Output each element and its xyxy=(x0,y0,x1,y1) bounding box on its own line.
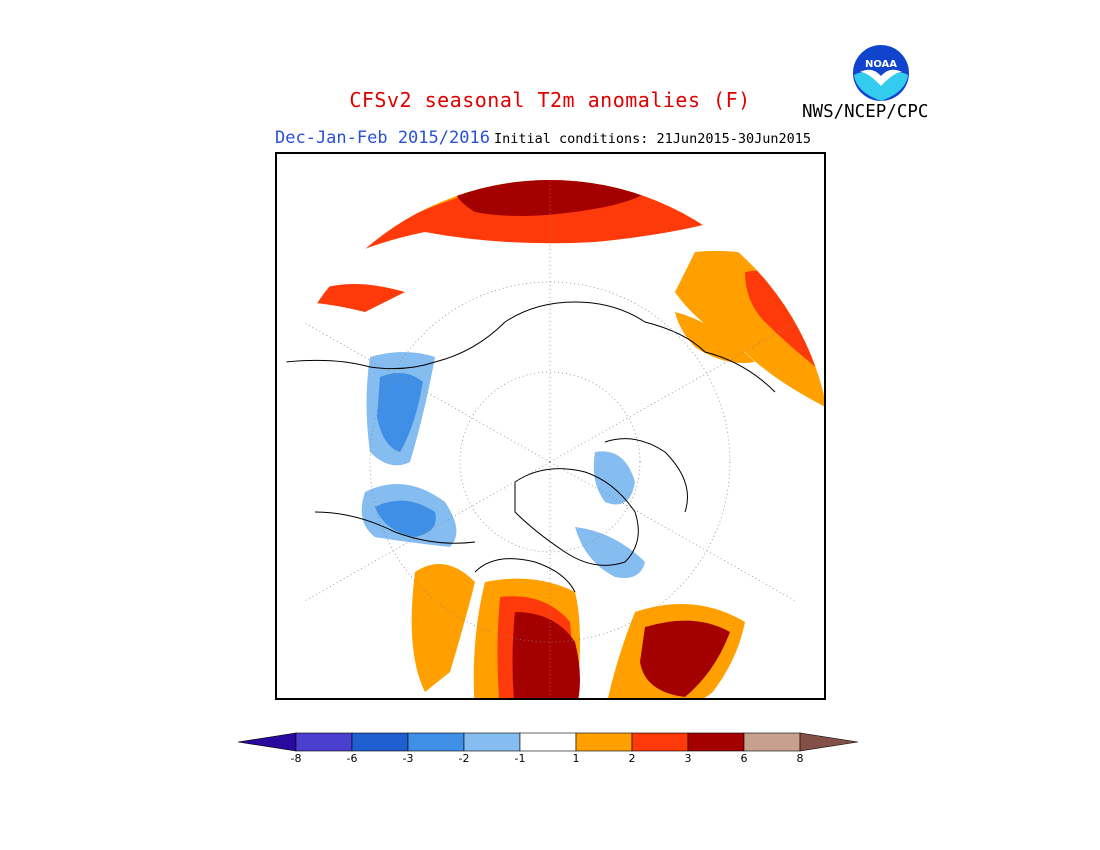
legend-bin-4 xyxy=(463,732,521,752)
season-label: Dec-Jan-Feb 2015/2016 xyxy=(275,128,490,148)
legend-bin-0 xyxy=(238,732,297,752)
noaa-logo-text: NOAA xyxy=(865,59,897,70)
initial-conditions-label: Initial conditions: 21Jun2015-30Jun2015 xyxy=(494,131,811,147)
anomaly-field xyxy=(275,180,826,700)
legend-tick-label: -2 xyxy=(458,752,470,765)
legend-tick-label: -1 xyxy=(514,752,526,765)
legend-tick-label: 2 xyxy=(628,752,636,765)
legend-bin-8 xyxy=(687,732,745,752)
legend-bin-3 xyxy=(407,732,465,752)
agency-label: NWS/NCEP/CPC xyxy=(802,102,929,122)
anomaly-map xyxy=(275,152,826,700)
noaa-logo-icon: NOAA xyxy=(850,42,912,104)
legend-bin-9 xyxy=(743,732,801,752)
legend-bin-5 xyxy=(519,732,577,752)
legend-tick-label: -6 xyxy=(346,752,358,765)
legend-bin-2 xyxy=(351,732,409,752)
legend-colorbar xyxy=(238,732,859,752)
legend-tick-label: 6 xyxy=(740,752,748,765)
legend-bin-10 xyxy=(799,732,859,752)
page-title: CFSv2 seasonal T2m anomalies (F) xyxy=(349,88,751,112)
legend-bin-1 xyxy=(295,732,353,752)
legend-tick-label: -8 xyxy=(290,752,302,765)
legend-tick-label: 8 xyxy=(796,752,804,765)
legend-tick-label: 3 xyxy=(684,752,692,765)
legend-ticks: -8 -6 -3 -2 -1 1 2 3 6 8 xyxy=(238,752,862,770)
legend-bin-7 xyxy=(631,732,689,752)
legend-tick-label: 1 xyxy=(572,752,580,765)
legend-tick-label: -3 xyxy=(402,752,414,765)
legend-bin-6 xyxy=(575,732,633,752)
